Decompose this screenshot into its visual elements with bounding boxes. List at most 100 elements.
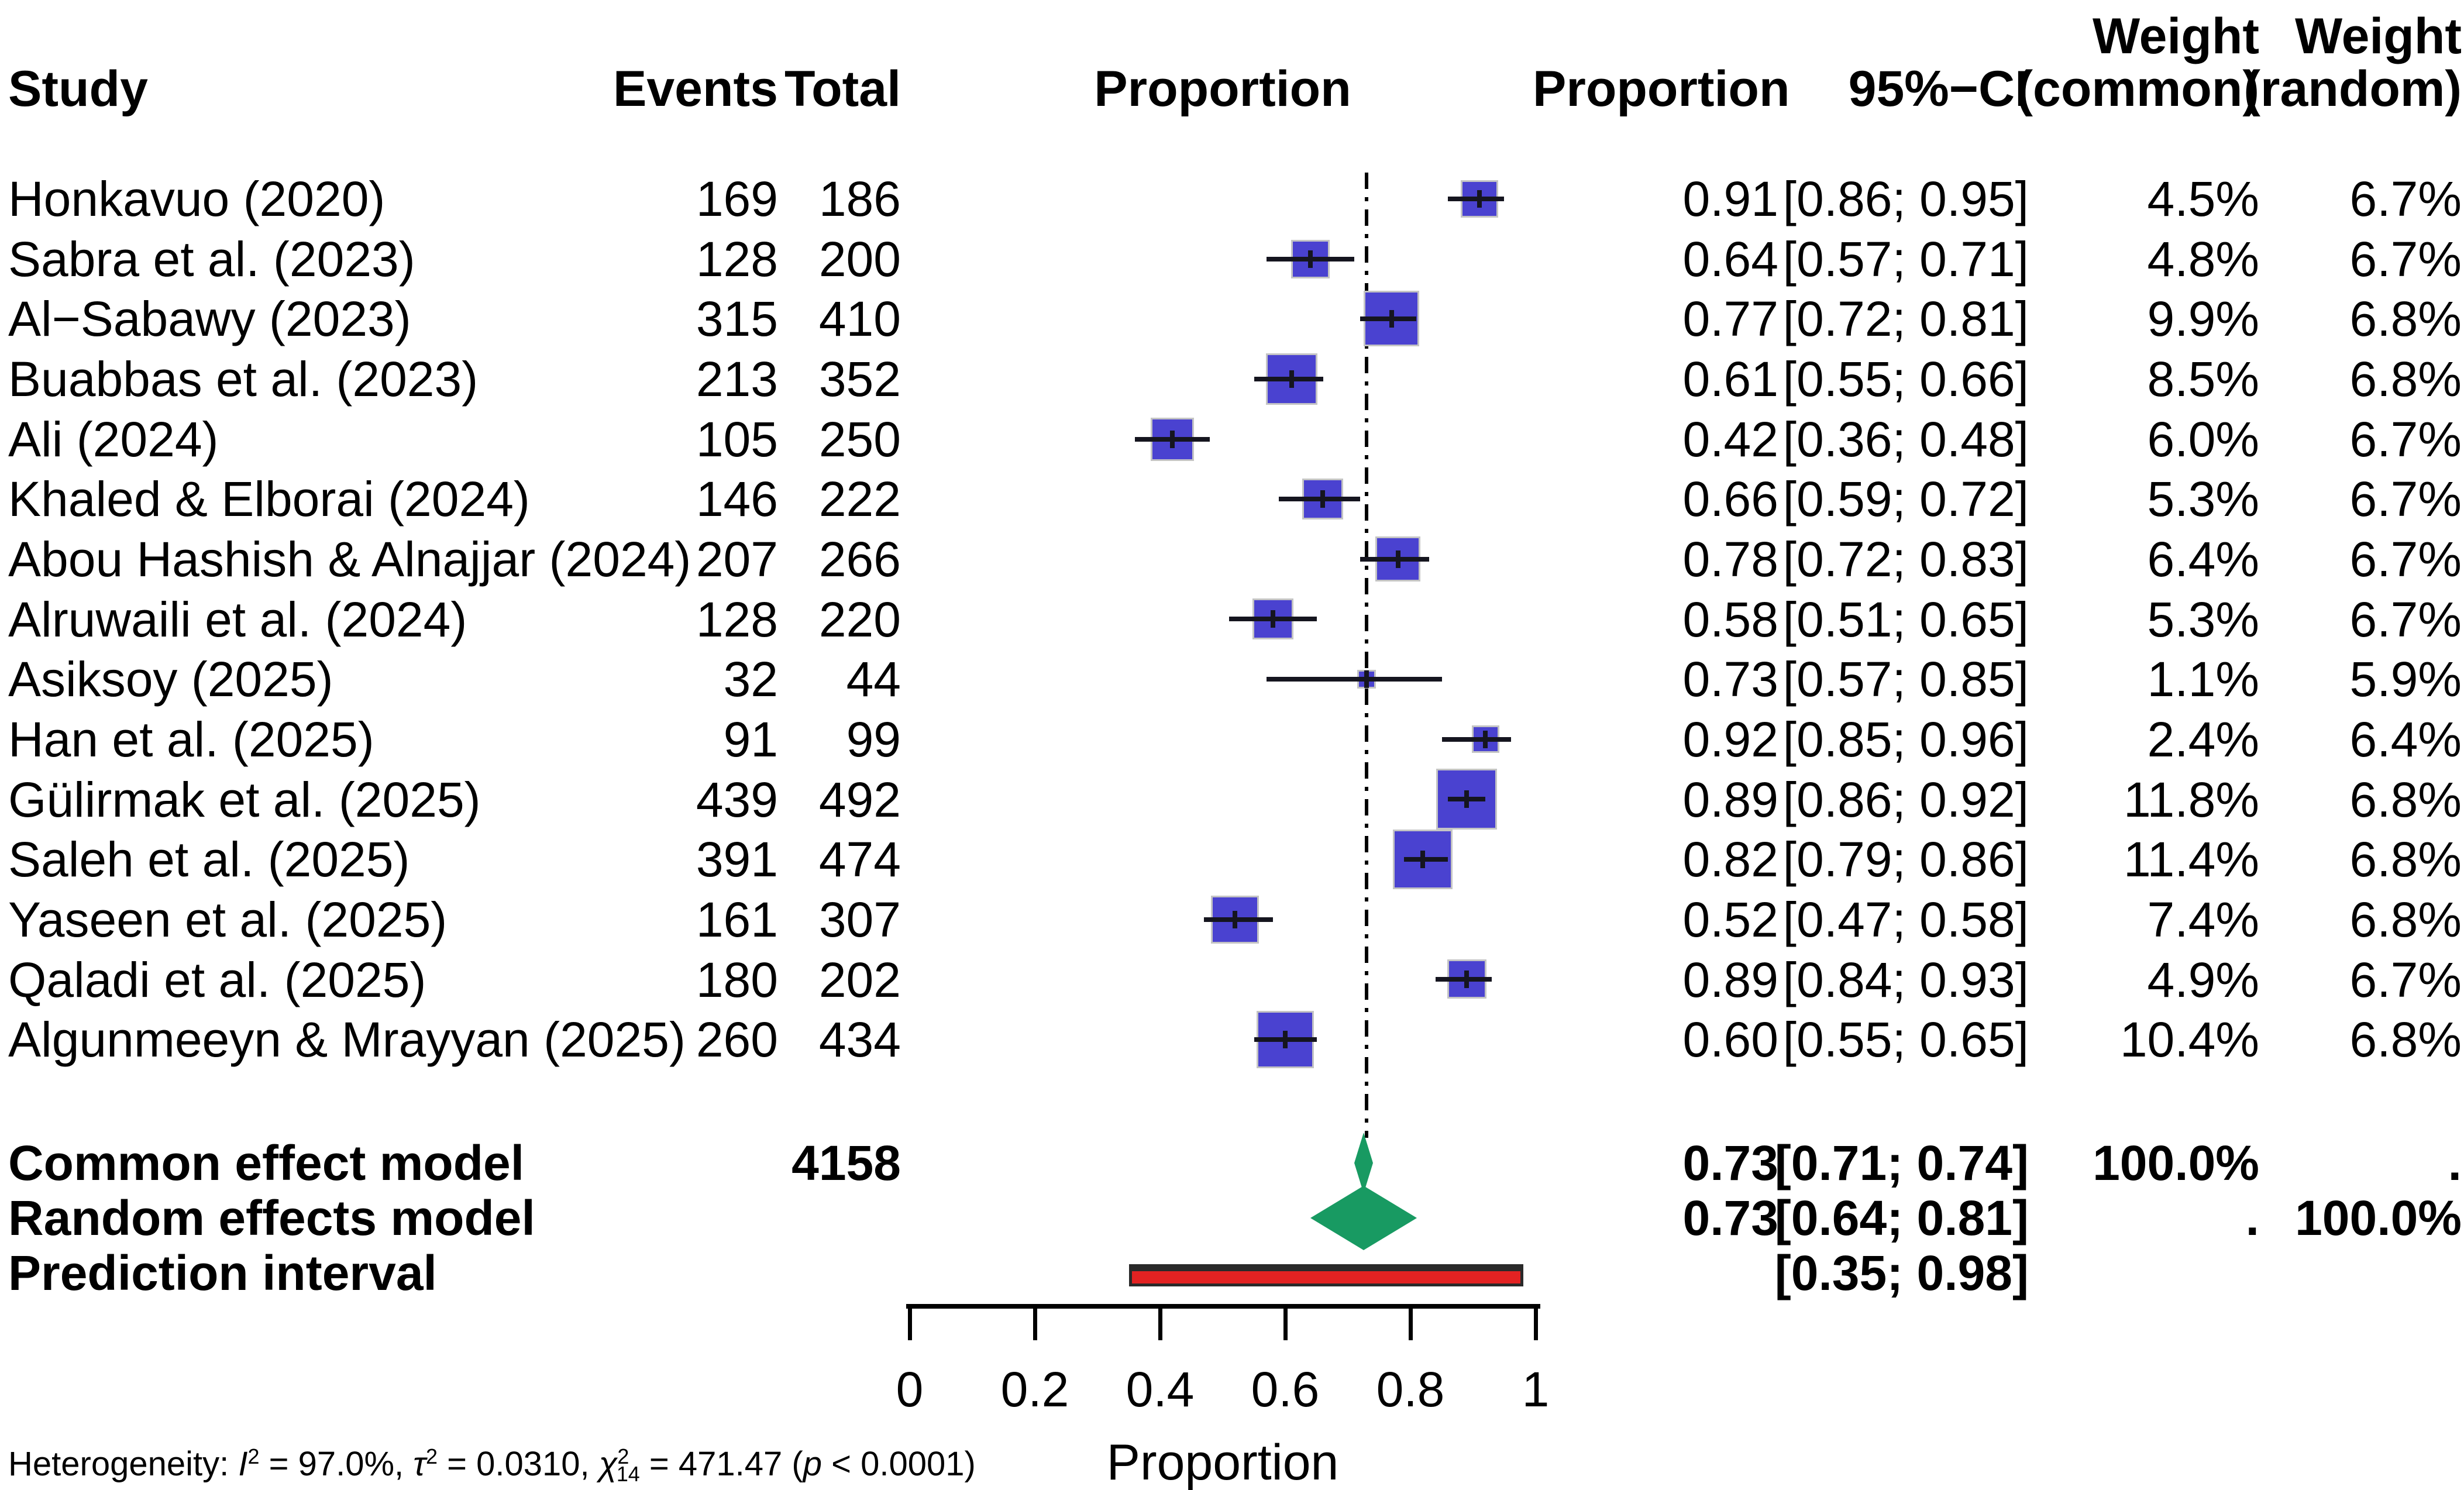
point-estimate-tick (1271, 610, 1275, 628)
footnote-I-sup: 2 (247, 1444, 260, 1468)
weight-random-value: 6.7% (2349, 952, 2462, 1007)
random-effects-label: Random effects model (8, 1190, 535, 1245)
weight-random-value: 6.7% (2349, 532, 2462, 587)
ci-value: [0.72; 0.83] (1782, 532, 2029, 587)
point-estimate-tick (1396, 550, 1400, 568)
footnote-text: Heterogeneity: (8, 1444, 239, 1483)
common-effect-weight-random: . (2448, 1135, 2462, 1190)
weight-common-value: 1.1% (2147, 652, 2259, 707)
weight-common-value: 10.4% (2119, 1012, 2259, 1067)
events-value: 105 (696, 412, 778, 467)
weight-common-value: 6.4% (2147, 532, 2259, 587)
study-label: Alruwaili et al. (2024) (8, 592, 467, 647)
footnote-text: = 471.47 ( (639, 1444, 803, 1483)
events-value: 391 (696, 832, 778, 887)
header-weight-common: (common) (2016, 61, 2259, 117)
point-estimate-tick (1483, 731, 1488, 748)
header-weight-common-top: Weight (2092, 8, 2259, 64)
weight-random-value: 6.8% (2349, 892, 2462, 947)
weight-random-value: 6.8% (2349, 1012, 2462, 1067)
total-value: 220 (818, 592, 901, 647)
weight-common-value: 11.4% (2124, 832, 2259, 887)
weight-common-value: 9.9% (2147, 291, 2259, 346)
study-label: Han et al. (2025) (8, 712, 374, 767)
study-label: Khaled & Elborai (2024) (8, 472, 530, 527)
weight-common-value: 4.9% (2147, 952, 2259, 1007)
ci-value: [0.72; 0.81] (1782, 291, 2029, 346)
random-effects-ci: [0.64; 0.81] (1774, 1190, 2029, 1245)
proportion-value: 0.82 (1682, 832, 1779, 887)
proportion-value: 0.89 (1682, 952, 1779, 1007)
events-value: 91 (723, 712, 778, 767)
x-axis-tick-label: 0.6 (1251, 1362, 1320, 1417)
weight-common-value: 4.8% (2147, 232, 2259, 287)
events-value: 315 (696, 291, 778, 346)
footnote-chi-sub: 14 (616, 1461, 640, 1486)
total-value: 307 (818, 892, 901, 947)
weight-common-value: 7.4% (2147, 892, 2259, 947)
point-estimate-tick (1464, 790, 1469, 808)
x-axis-tick-label: 0.2 (1000, 1362, 1069, 1417)
x-axis-tick-label: 0.8 (1376, 1362, 1445, 1417)
ci-value: [0.86; 0.95] (1782, 171, 2029, 226)
random-effects-weight-random: 100.0% (2295, 1190, 2462, 1245)
random-effects-diamond (1310, 1186, 1417, 1250)
header-events: Events (612, 61, 778, 117)
weight-random-value: 6.4% (2349, 712, 2462, 767)
weight-common-value: 11.8% (2124, 772, 2259, 827)
point-estimate-tick (1170, 431, 1175, 448)
ci-value: [0.57; 0.85] (1782, 652, 2029, 707)
weight-random-value: 6.7% (2349, 232, 2462, 287)
footnote-p: p (803, 1444, 823, 1483)
footnote-tau-sup: 2 (425, 1444, 438, 1468)
study-label: Algunmeeyn & Mrayyan (2025) (8, 1012, 686, 1067)
study-label: Yaseen et al. (2025) (8, 892, 448, 947)
total-value: 186 (818, 171, 901, 226)
study-label: Gülirmak et al. (2025) (8, 772, 481, 827)
confidence-interval-line (1448, 197, 1504, 201)
weight-random-value: 6.7% (2349, 412, 2462, 467)
header-proportion: Proportion (1533, 61, 1790, 117)
weight-random-value: 6.7% (2349, 171, 2462, 226)
point-estimate-tick (1233, 911, 1237, 928)
study-label: Honkavuo (2020) (8, 171, 386, 226)
footnote-text: = 97.0%, (259, 1444, 414, 1483)
header-total: Total (784, 61, 901, 117)
header-ci: 95%−CI (1848, 61, 2029, 117)
events-value: 146 (696, 472, 778, 527)
footnote-text: = 0.0310, (437, 1444, 599, 1483)
x-axis-tick (908, 1304, 912, 1340)
x-axis-tick (1158, 1304, 1162, 1340)
point-estimate-tick (1389, 310, 1394, 328)
total-value: 492 (818, 772, 901, 827)
total-value: 434 (818, 1012, 901, 1067)
events-value: 169 (696, 171, 778, 226)
point-estimate-tick (1308, 250, 1313, 268)
point-estimate-tick (1320, 490, 1325, 508)
footnote-chi: χ (598, 1444, 618, 1483)
weight-random-value: 6.8% (2349, 291, 2462, 346)
events-value: 180 (696, 952, 778, 1007)
ci-value: [0.59; 0.72] (1782, 472, 2029, 527)
total-value: 200 (818, 232, 901, 287)
ci-value: [0.51; 0.65] (1782, 592, 2029, 647)
study-label: Sabra et al. (2023) (8, 232, 415, 287)
prediction-interval-bar (1129, 1264, 1523, 1286)
proportion-value: 0.91 (1682, 171, 1779, 226)
confidence-interval-line (1360, 557, 1429, 562)
total-value: 474 (818, 832, 901, 887)
common-effect-label: Common effect model (8, 1135, 525, 1190)
header-weight-random: (random) (2243, 61, 2462, 117)
x-axis-tick (1033, 1304, 1037, 1340)
proportion-value: 0.89 (1682, 772, 1779, 827)
random-effects-proportion: 0.73 (1682, 1190, 1779, 1245)
ci-value: [0.36; 0.48] (1782, 412, 2029, 467)
total-value: 266 (818, 532, 901, 587)
weight-random-value: 6.8% (2349, 352, 2462, 407)
proportion-value: 0.66 (1682, 472, 1779, 527)
footnote-chi-sup: 2 (617, 1444, 629, 1468)
study-label: Ali (2024) (8, 412, 219, 467)
events-value: 161 (696, 892, 778, 947)
confidence-interval-line (1404, 857, 1448, 862)
total-value: 352 (818, 352, 901, 407)
